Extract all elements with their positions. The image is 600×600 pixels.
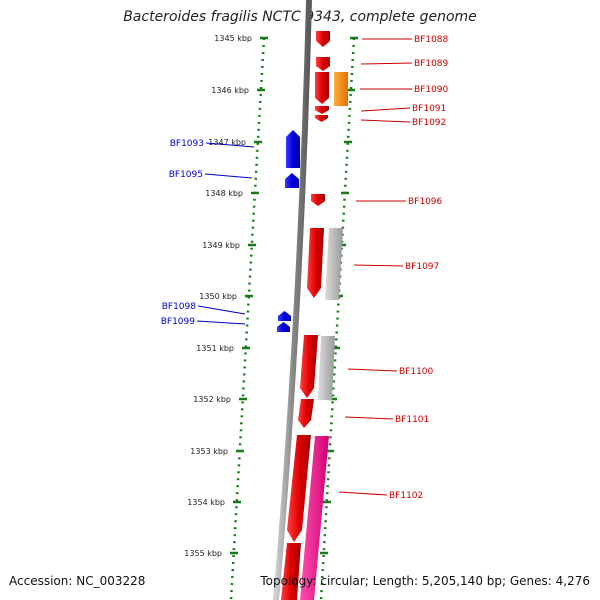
- scale-label: 1347 kbp: [208, 138, 246, 147]
- feature-gray-1: [325, 228, 343, 300]
- scale-right-line: [319, 37, 356, 600]
- gene-label-bf1095[interactable]: BF1095: [169, 170, 203, 180]
- gene-label-bf1097[interactable]: BF1097: [405, 262, 439, 272]
- scale-label: 1354 kbp: [187, 498, 225, 507]
- gene-label-bf1102[interactable]: BF1102: [389, 491, 423, 501]
- gene-label-connector: [196, 320, 246, 325]
- accession-text: Accession: NC_003228: [9, 574, 146, 588]
- gene-label-connector: [360, 62, 413, 65]
- scale-label: 1348 kbp: [205, 189, 243, 198]
- gene-arrow-bf1093: [286, 130, 300, 168]
- scale-label: 1355 kbp: [184, 549, 222, 558]
- gene-arrow-bf1100: [300, 335, 318, 398]
- gene-arrow-bf1091: [315, 106, 329, 114]
- scale-ticks: 1345 kbp 1346 kbp 1347 kbp 1348 kbp 1349 kbp…: [184, 34, 358, 558]
- feature-orange: [334, 72, 348, 106]
- gene-arrow-bf1096: [311, 194, 325, 206]
- gene-arrow-bf1088: [316, 31, 330, 47]
- gene-arrow-bf1101: [298, 399, 314, 428]
- feature-gray-2: [318, 336, 335, 400]
- gene-label-connector: [353, 264, 404, 267]
- scale-label: 1345 kbp: [214, 34, 252, 43]
- gene-arrow-bf1102: [287, 435, 311, 542]
- gene-label-bf1089[interactable]: BF1089: [414, 59, 449, 69]
- gene-arrow-bf1090: [315, 72, 329, 104]
- scale-label: 1353 kbp: [190, 447, 228, 456]
- gene-arrow-bf1098: [278, 311, 291, 321]
- gene-arrow-bf1095: [285, 173, 299, 188]
- scale-label: 1349 kbp: [202, 241, 240, 250]
- gene-label-connector: [344, 416, 394, 420]
- map-title: Bacteroides fragilis NCTC 9343, complete…: [123, 9, 477, 25]
- scale-label: 1350 kbp: [199, 292, 237, 301]
- gene-label-bf1092[interactable]: BF1092: [412, 118, 446, 128]
- gene-label-connector: [204, 173, 253, 179]
- gene-arrow-bf1089: [316, 57, 330, 71]
- gene-label-bf1100[interactable]: BF1100: [399, 367, 434, 377]
- gene-arrow-bf1092: [315, 115, 328, 122]
- scale-label: 1352 kbp: [193, 395, 231, 404]
- gene-label-connector: [197, 305, 246, 315]
- gene-features: [277, 31, 348, 600]
- gene-label-bf1096[interactable]: BF1096: [408, 197, 443, 207]
- gene-label-bf1090[interactable]: BF1090: [414, 85, 449, 95]
- gene-label-bf1101[interactable]: BF1101: [395, 415, 429, 425]
- gene-labels: BF1088 BF1089 BF1090 BF1091 BF1092 BF1096 BF10…: [161, 35, 449, 501]
- scale-left-line: [229, 37, 266, 600]
- gene-label-bf1088[interactable]: BF1088: [414, 35, 449, 45]
- gene-label-connector: [205, 142, 255, 148]
- scale-label: 1346 kbp: [211, 86, 249, 95]
- gene-arrow-bf1099: [277, 322, 290, 332]
- genome-summary-text: Topology: circular; Length: 5,205,140 bp…: [260, 574, 590, 588]
- scale-label: 1351 kbp: [196, 344, 234, 353]
- genome-backbone: [273, 0, 312, 600]
- gene-label-connector: [347, 368, 398, 372]
- gene-label-connector: [360, 119, 411, 123]
- gene-label-connector: [360, 107, 411, 112]
- gene-label-connector: [338, 491, 388, 496]
- gene-arrow-bf1097: [307, 228, 324, 298]
- gene-label-bf1099[interactable]: BF1099: [161, 317, 196, 327]
- gene-label-bf1093[interactable]: BF1093: [170, 139, 204, 149]
- feature-pink: [300, 436, 329, 600]
- gene-arrow-continued: [281, 543, 301, 600]
- gene-label-bf1098[interactable]: BF1098: [162, 302, 197, 312]
- gene-label-bf1091[interactable]: BF1091: [412, 104, 446, 114]
